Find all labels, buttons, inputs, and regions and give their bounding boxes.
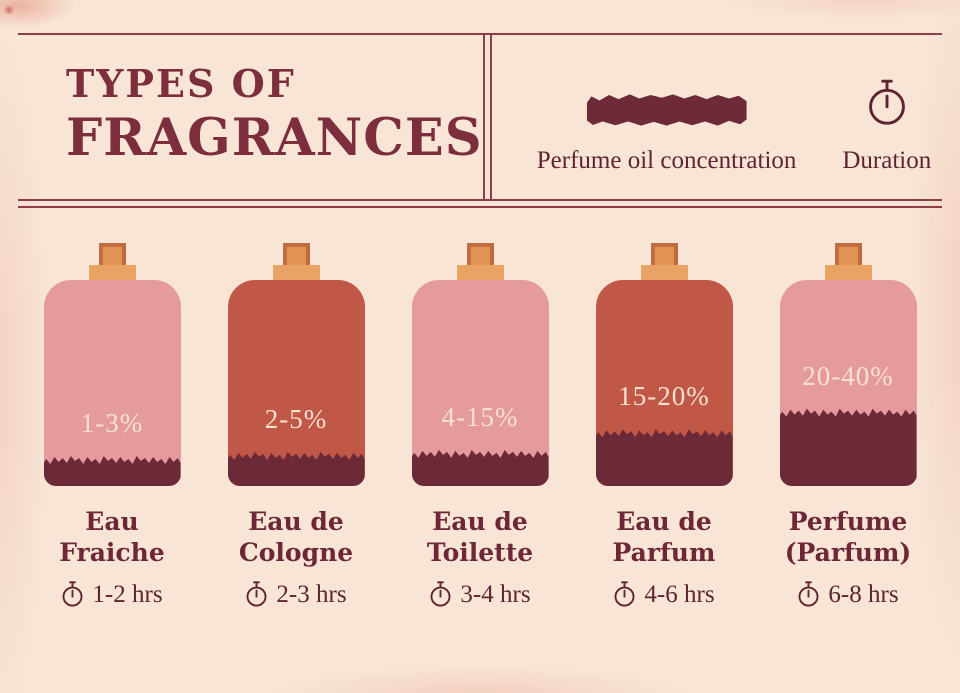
stopwatch-icon xyxy=(62,581,83,607)
cap-nozzle xyxy=(98,243,126,265)
fragrance-column-eau-fraiche: 1-3% Eau Fraiche 1-2 hrs xyxy=(26,243,198,609)
duration: 6-8 hrs xyxy=(797,580,899,609)
fragrance-column-eau-de-cologne: 2-5% Eau de Cologne 2-3 hrs xyxy=(210,243,382,609)
duration: 4-6 hrs xyxy=(613,580,715,609)
fragrance-name-line1: Eau xyxy=(85,507,139,536)
cap-nozzle xyxy=(466,243,494,265)
cap-nozzle xyxy=(282,243,310,265)
duration: 1-2 hrs xyxy=(61,580,163,609)
fragrance-name-line1: Perfume xyxy=(788,507,908,536)
stopwatch-icon xyxy=(798,581,819,607)
bottle-fill xyxy=(779,408,917,486)
cap-base xyxy=(456,265,504,280)
fragrance-name: Eau de Parfum xyxy=(613,506,716,569)
concentration-label: 15-20% xyxy=(618,381,710,412)
concentration-label: 20-40% xyxy=(802,360,894,391)
fragrance-name-line1: Eau de xyxy=(616,507,712,536)
bottle-fill xyxy=(595,429,733,486)
fragrance-name-line2: (Parfum) xyxy=(784,538,912,568)
fragrance-name-line2: Cologne xyxy=(238,538,354,568)
fragrance-name: Eau de Toilette xyxy=(427,506,533,569)
cap-base xyxy=(824,265,872,280)
bottle-fill xyxy=(227,451,365,486)
fragrance-name: Eau Fraiche xyxy=(59,506,164,569)
bottle-cap xyxy=(88,243,136,280)
bottle-cap xyxy=(456,243,504,280)
cap-base xyxy=(640,265,688,280)
stopwatch-icon xyxy=(246,581,267,607)
duration-legend-label: Duration xyxy=(842,147,932,174)
bottle-body: 4-15% xyxy=(411,280,549,486)
header: TYPES OF FRAGRANCES Perfume oil concentr… xyxy=(18,35,942,199)
bottle-fill xyxy=(43,456,181,486)
fragrance-name-line1: Eau de xyxy=(248,507,344,536)
header-bottom-border-line xyxy=(18,199,942,208)
cap-base xyxy=(272,265,320,280)
legend-duration: Duration xyxy=(832,35,942,199)
duration-value: 1-2 hrs xyxy=(92,580,163,608)
bottle-cap xyxy=(272,243,320,280)
duration: 3-4 hrs xyxy=(429,580,531,609)
legend: Perfume oil concentration Duration xyxy=(492,35,942,199)
duration: 2-3 hrs xyxy=(245,580,347,609)
fragrance-name: Eau de Cologne xyxy=(239,506,353,569)
fragrance-name-line2: Toilette xyxy=(426,538,534,568)
bottles-row: 1-3% Eau Fraiche 1-2 hrs xyxy=(26,243,934,609)
oil-concentration-swatch-icon xyxy=(586,94,747,126)
bottle-cap xyxy=(640,243,688,280)
concentration-label: 1-3% xyxy=(80,408,144,439)
fragrance-column-eau-de-toilette: 4-15% Eau de Toilette 3-4 hrs xyxy=(394,243,566,609)
cap-nozzle xyxy=(834,243,862,265)
fragrance-column-perfume: 20-40% Perfume (Parfum) 6-8 hrs xyxy=(762,243,934,609)
concentration-label: 4-15% xyxy=(441,401,519,432)
duration-value: 6-8 hrs xyxy=(828,580,899,608)
cap-base xyxy=(88,265,136,280)
fragrance-name-line2: Fraiche xyxy=(59,538,165,568)
stopwatch-icon xyxy=(614,581,635,607)
duration-value: 2-3 hrs xyxy=(276,580,347,608)
concentration-label: 2-5% xyxy=(264,403,328,434)
header-vertical-divider xyxy=(482,35,492,199)
bottle-body: 2-5% xyxy=(227,280,365,486)
stopwatch-icon xyxy=(868,79,905,125)
legend-concentration: Perfume oil concentration xyxy=(502,35,832,199)
bottle-body: 20-40% xyxy=(779,280,917,486)
page-title-line2: FRAGRANCES xyxy=(66,108,483,168)
fragrance-name-line1: Eau de xyxy=(432,507,528,536)
fragrance-name-line2: Parfum xyxy=(612,538,716,568)
title-block: TYPES OF FRAGRANCES xyxy=(18,35,483,199)
cap-nozzle xyxy=(650,243,678,265)
duration-value: 3-4 hrs xyxy=(460,580,531,608)
bottle-body: 15-20% xyxy=(595,280,733,486)
fragrance-name: Perfume (Parfum) xyxy=(785,506,912,569)
stopwatch-icon xyxy=(430,581,451,607)
bottle-cap xyxy=(824,243,872,280)
duration-value: 4-6 hrs xyxy=(644,580,715,608)
fragrance-column-eau-de-parfum: 15-20% Eau de Parfum 4-6 hrs xyxy=(578,243,750,609)
bottle-body: 1-3% xyxy=(43,280,181,486)
page-title-line1: TYPES OF xyxy=(66,61,296,106)
bottle-fill xyxy=(411,449,549,486)
concentration-legend-label: Perfume oil concentration xyxy=(536,147,797,174)
top-border-line xyxy=(18,33,942,35)
